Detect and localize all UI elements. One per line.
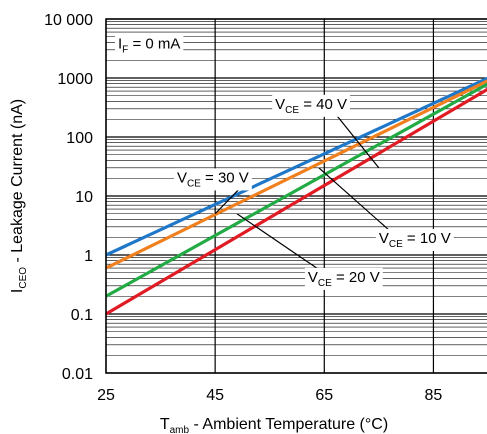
leader-line-vce10: [318, 167, 390, 231]
series-line-vce20: [105, 82, 487, 298]
leader-line-vce40: [336, 115, 380, 169]
annotation-main: V: [379, 230, 389, 247]
plot-frame: [105, 18, 487, 374]
series-line-vce10: [105, 87, 487, 316]
annotation-bg: [375, 228, 454, 251]
annotation-sub: CE: [318, 278, 332, 289]
x-tick-labels: 25 45 65 85: [97, 387, 442, 404]
x-tick-label: 85: [425, 387, 443, 404]
annotation-main: I: [118, 35, 122, 52]
annotation-main: V: [308, 269, 318, 286]
annotation-rest: = 10 V: [403, 230, 451, 247]
annotation-rest: = 0 mA: [128, 35, 180, 52]
annotation-vce10: VCE = 10 V: [379, 230, 451, 250]
annotation-vce40: VCE = 40 V: [275, 96, 347, 116]
series-layer: [105, 76, 487, 316]
minor-grid: [106, 21, 487, 356]
leader-lines: [214, 115, 390, 270]
annotation-bg: [304, 267, 383, 290]
annotation-bg: [272, 94, 351, 117]
x-tick-label: 45: [206, 387, 224, 404]
y-tick-label: 1: [84, 248, 93, 265]
leader-line-vce30: [214, 188, 240, 215]
series-line-vce40: [105, 76, 487, 257]
annotation-main: V: [275, 96, 285, 113]
annotation-sub: F: [122, 44, 128, 55]
annotation-vce20: VCE = 20 V: [308, 269, 380, 289]
annotation-rest: = 20 V: [332, 269, 380, 286]
x-axis-label: Tamb - Ambient Temperature (°C): [160, 416, 388, 434]
y-tick-label: 1000: [57, 71, 93, 88]
annotation-bg: [173, 168, 252, 191]
y-tick-label: 100: [66, 130, 93, 147]
y-tick-label: 10: [75, 189, 93, 206]
annotation-vce30: VCE = 30 V: [177, 169, 249, 189]
annotation-sub: CE: [187, 178, 201, 189]
annotation-if: IF = 0 mA: [118, 35, 180, 55]
series-line-vce30: [105, 79, 487, 270]
annotation-sub: CE: [285, 105, 299, 116]
annotation-bg: [115, 34, 184, 57]
y-axis-label: ICEO - Leakage Current (nA): [9, 99, 29, 293]
annotation-rest: = 30 V: [201, 169, 249, 186]
annotation-rest: = 40 V: [299, 96, 347, 113]
annotation-sub: CE: [389, 239, 403, 250]
y-tick-labels: 0.01 0.1 1 10 100 1000 10 000: [44, 12, 93, 383]
y-tick-label: 0.1: [71, 307, 93, 324]
y-tick-label: 0.01: [62, 366, 93, 383]
annotation-main: V: [177, 169, 187, 186]
leader-line-vce20: [236, 213, 319, 270]
x-tick-label: 25: [97, 387, 115, 404]
y-tick-label: 10 000: [44, 12, 93, 29]
x-tick-label: 65: [315, 387, 333, 404]
